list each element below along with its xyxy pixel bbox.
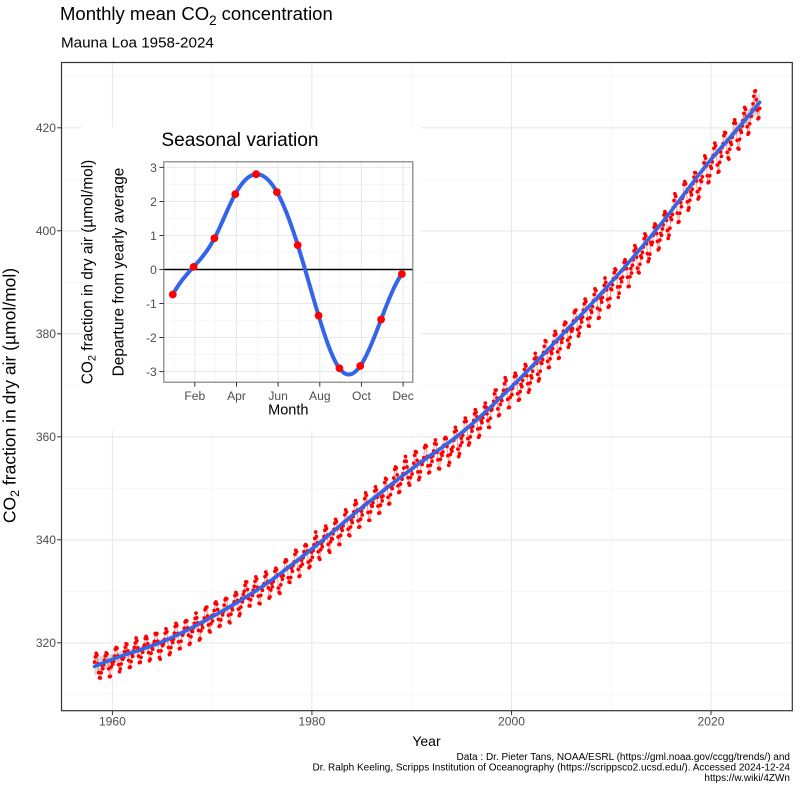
svg-text:Seasonal variation: Seasonal variation [161, 130, 318, 151]
svg-text:Aug: Aug [309, 389, 331, 403]
svg-text:2: 2 [150, 195, 157, 209]
svg-text:Dec: Dec [392, 389, 414, 403]
svg-text:https://w.wiki/4ZWn: https://w.wiki/4ZWn [704, 773, 790, 784]
svg-text:2020: 2020 [698, 715, 725, 729]
svg-text:0: 0 [150, 263, 157, 277]
svg-text:Apr: Apr [227, 389, 246, 403]
svg-text:Departure from yearly average: Departure from yearly average [111, 168, 128, 377]
svg-text:400: 400 [36, 224, 56, 238]
svg-text:3: 3 [150, 161, 157, 175]
svg-text:1: 1 [150, 229, 157, 243]
svg-text:1980: 1980 [298, 715, 325, 729]
svg-text:Mauna Loa 1958-2024: Mauna Loa 1958-2024 [61, 34, 214, 51]
svg-text:360: 360 [36, 430, 56, 444]
svg-text:Year: Year [412, 733, 441, 749]
svg-text:420: 420 [36, 121, 56, 135]
svg-text:1960: 1960 [99, 715, 126, 729]
svg-text:Monthly mean CO2 concentration: Monthly mean CO2 concentration [60, 3, 333, 28]
svg-text:340: 340 [36, 533, 56, 547]
svg-text:Jun: Jun [268, 389, 288, 403]
svg-text:2000: 2000 [498, 715, 525, 729]
svg-text:CO2 fraction in dry air (µmol/: CO2 fraction in dry air (µmol/mol) [0, 268, 22, 523]
svg-text:-2: -2 [146, 331, 157, 345]
svg-text:380: 380 [36, 327, 56, 341]
svg-text:-3: -3 [146, 365, 157, 379]
svg-text:Feb: Feb [184, 389, 205, 403]
svg-text:Data : Dr. Pieter Tans, NOAA/E: Data : Dr. Pieter Tans, NOAA/ESRL (https… [457, 752, 791, 763]
svg-text:CO2 fraction in dry air (µmol/: CO2 fraction in dry air (µmol/mol) [80, 160, 99, 385]
svg-text:Oct: Oct [352, 389, 371, 403]
svg-text:-1: -1 [146, 297, 157, 311]
svg-text:Month: Month [268, 403, 308, 419]
svg-text:Dr. Ralph Keeling, Scripps Ins: Dr. Ralph Keeling, Scripps Institution o… [313, 763, 791, 774]
svg-text:320: 320 [36, 636, 56, 650]
